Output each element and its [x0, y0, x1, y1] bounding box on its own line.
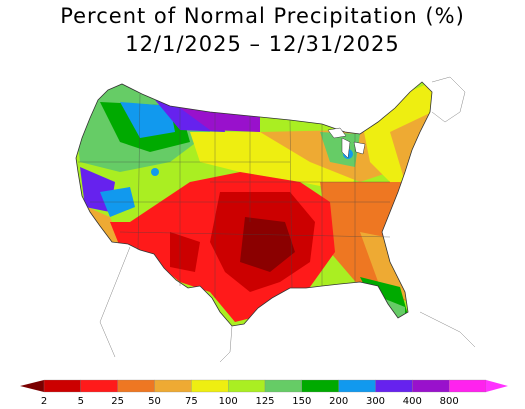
precipitation-map [75, 76, 476, 362]
colorbar-under-arrow [20, 380, 44, 392]
precipitation-colorbar [20, 379, 508, 393]
colorbar-cell [264, 379, 302, 393]
colorbar-cell [412, 379, 450, 393]
colorbar-tick-label: 75 [184, 396, 198, 407]
colorbar-cell [154, 379, 192, 393]
colorbar-tick-label: 200 [329, 396, 349, 407]
colorbar-cell [449, 379, 487, 393]
colorbar-tick-label: 400 [402, 396, 422, 407]
colorbar-cell [191, 379, 229, 393]
colorbar-tick-label: 150 [292, 396, 312, 407]
colorbar-tick-label: 100 [218, 396, 238, 407]
colorbar-cell [228, 379, 266, 393]
colorbar-cell [338, 379, 376, 393]
colorbar-cell [375, 379, 413, 393]
colorbar-tick-label: 125 [255, 396, 275, 407]
colorbar-cell [80, 379, 118, 393]
colorbar-cell [301, 379, 339, 393]
colorbar-tick-label: 25 [111, 396, 125, 407]
colorbar-tick-label: 2 [40, 396, 48, 407]
colorbar-tick-label: 50 [148, 396, 161, 407]
colorbar-tick-label: 800 [439, 396, 459, 407]
colorbar-cell [43, 379, 81, 393]
colorbar-cell [117, 379, 155, 393]
map-title: Percent of Normal Precipitation (%) [60, 4, 465, 28]
colorbar-tick-label: 300 [365, 396, 386, 407]
colorbar-tick-label: 5 [77, 396, 85, 407]
colorbar-over-arrow [486, 380, 508, 392]
map-date-range: 12/1/2025 – 12/31/2025 [125, 32, 400, 56]
